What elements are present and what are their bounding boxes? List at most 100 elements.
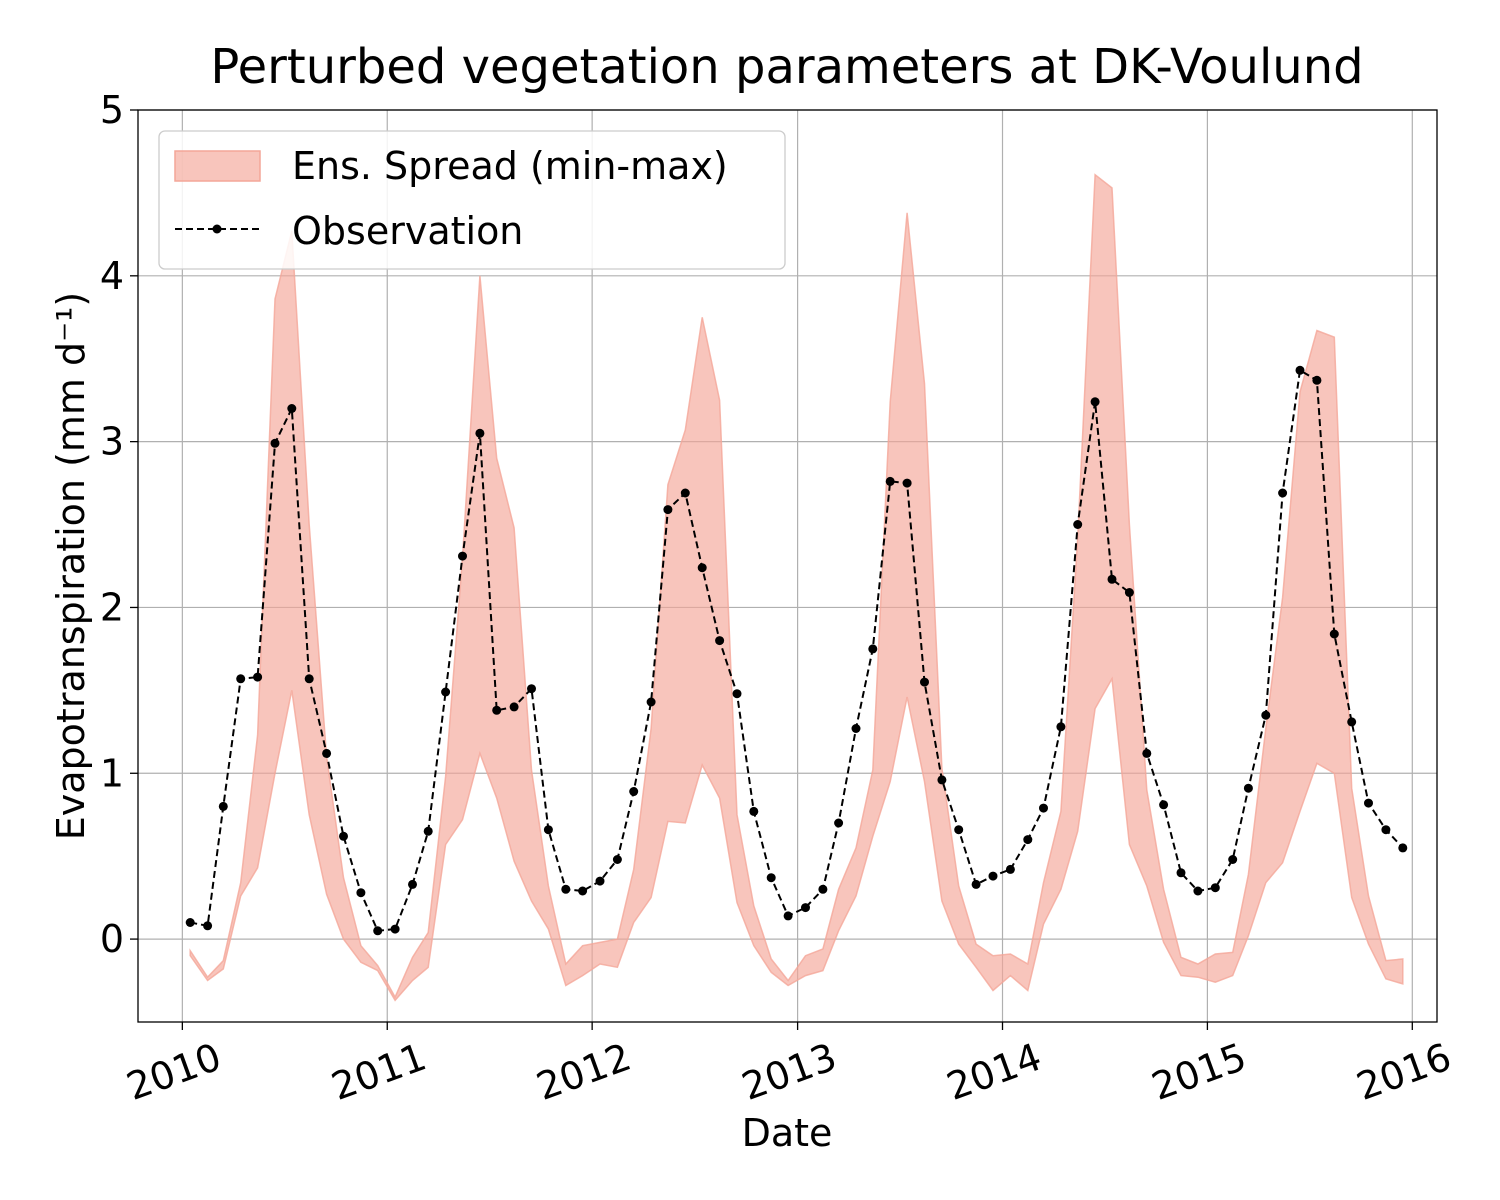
observation-point (1228, 855, 1238, 864)
observation-point (1176, 868, 1186, 878)
legend-swatch-spread (174, 150, 261, 182)
y-tick-label: 4 (100, 254, 124, 298)
observation-point (304, 674, 314, 684)
observation-point (902, 478, 912, 488)
x-tick-label: 2012 (531, 1035, 637, 1109)
observation-point (203, 921, 213, 931)
y-axis-label: Evapotranspiration (mm d⁻¹) (49, 292, 93, 840)
observation-point (868, 644, 878, 654)
observation-point (715, 636, 725, 646)
observation-point (1159, 800, 1169, 810)
observation-point (423, 826, 433, 836)
y-tick-label: 1 (100, 751, 124, 795)
observation-point (801, 903, 810, 913)
observation-point (1398, 843, 1408, 853)
observation-point (954, 825, 964, 835)
observation-point (543, 825, 553, 835)
observation-point (595, 876, 605, 886)
observation-point (475, 428, 485, 438)
observation-point (185, 918, 195, 927)
observation-point (937, 775, 947, 785)
observation-point (1261, 710, 1271, 720)
observation-point (1329, 629, 1339, 639)
ensemble-spread-layer (189, 173, 1404, 1002)
y-axis: 0 1 2 3 4 5 (100, 88, 138, 961)
observation-point (732, 689, 742, 699)
observation-point (612, 855, 622, 864)
observation-point (408, 879, 417, 889)
observation-point (561, 884, 571, 894)
legend-marker-observation (212, 224, 222, 234)
observation-point (1039, 803, 1048, 813)
observation-point (1210, 883, 1220, 893)
observation-point (697, 563, 707, 573)
observation-point (988, 871, 998, 881)
observation-point (971, 879, 981, 889)
x-axis-label: Date (742, 1111, 833, 1155)
observation-point (458, 551, 467, 561)
observation-point (663, 505, 673, 515)
observation-point (851, 724, 861, 733)
observation-point (1056, 722, 1066, 732)
observation-point (1090, 397, 1100, 407)
observation-point (270, 438, 280, 448)
observation-point (339, 831, 348, 841)
observation-point (578, 886, 588, 896)
ensemble-spread-band (189, 173, 1404, 1002)
observation-point (1295, 365, 1305, 375)
observation-point (646, 697, 656, 707)
plot-frame (137, 109, 1438, 1023)
observation-point (680, 488, 690, 498)
legend: Ens. Spread (min-max) Observation (158, 130, 786, 270)
y-tick-label: 3 (100, 420, 124, 464)
observation-point (1364, 798, 1373, 808)
observation-point (527, 684, 536, 694)
observation-point (1005, 864, 1015, 874)
observation-point (920, 677, 929, 687)
chart-title: Perturbed vegetation parameters at DK-Vo… (210, 39, 1363, 95)
legend-label-spread: Ens. Spread (min-max) (292, 144, 728, 188)
observation-point (509, 702, 519, 712)
observation-point (818, 884, 828, 894)
x-tick-label: 2015 (1146, 1035, 1252, 1109)
observation-point (253, 672, 263, 682)
observation-line (190, 368, 1404, 932)
observation-point (1073, 520, 1083, 529)
observation-point (356, 888, 366, 898)
observation-point (885, 476, 895, 486)
observation-point (783, 911, 793, 921)
observation-point (287, 404, 297, 413)
observation-point (1347, 717, 1357, 727)
observation-point (1381, 825, 1391, 835)
observation-point (1243, 783, 1253, 793)
observation-layer (185, 365, 1408, 936)
observation-point (322, 748, 332, 758)
observation-point (1278, 488, 1288, 498)
observation-point (236, 674, 246, 684)
observation-point (441, 687, 451, 697)
observation-point (492, 705, 502, 715)
observation-point (390, 924, 400, 934)
observation-point (1124, 588, 1134, 597)
observation-point (218, 801, 228, 811)
y-tick-label: 0 (100, 917, 124, 961)
observation-point (834, 818, 844, 828)
observation-point (749, 806, 759, 816)
observation-point (1312, 375, 1322, 385)
x-tick-label: 2011 (326, 1035, 432, 1109)
observation-point (1193, 886, 1203, 896)
observation-point (1142, 748, 1152, 758)
x-tick-label: 2014 (941, 1035, 1047, 1109)
y-tick-label: 5 (100, 88, 124, 132)
observation-point (629, 787, 639, 796)
x-tick-label: 2013 (736, 1035, 842, 1109)
observation-point (1023, 835, 1033, 845)
observation-point (373, 926, 383, 936)
observation-point (766, 873, 776, 883)
x-axis: 2010 2011 2012 2013 2014 2015 2016 (121, 1022, 1457, 1109)
observation-point (1107, 574, 1117, 584)
x-tick-label: 2010 (121, 1035, 227, 1109)
legend-label-observation: Observation (292, 209, 523, 253)
legend-box (158, 130, 786, 270)
